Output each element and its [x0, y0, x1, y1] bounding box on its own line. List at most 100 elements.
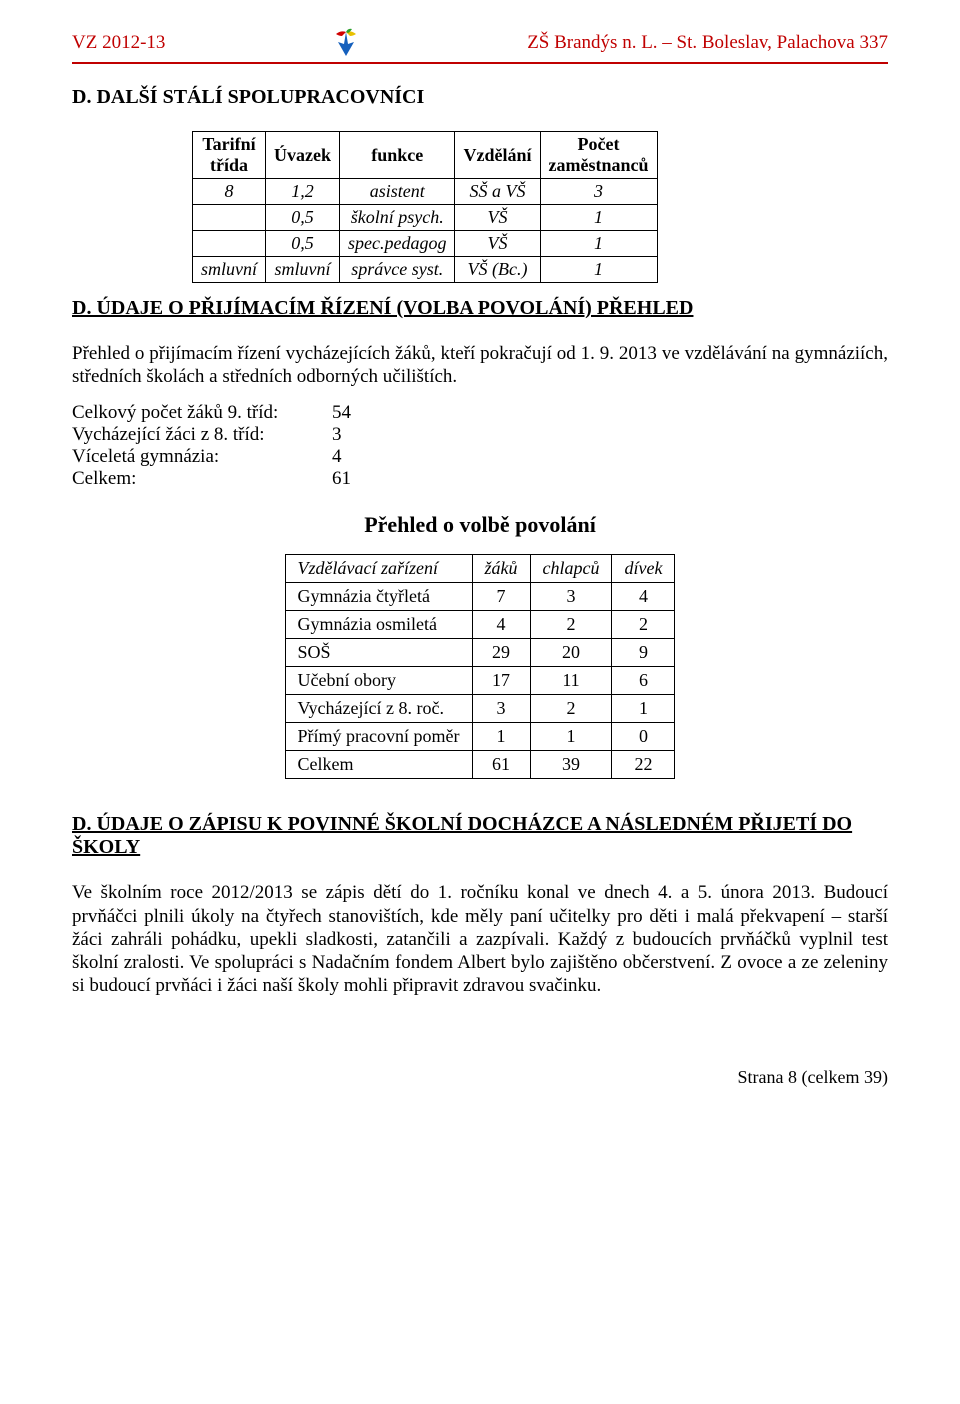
col-tarifni: Tarifnítřída: [193, 132, 266, 179]
cell: 29: [472, 639, 530, 667]
admissions-intro: Přehled o přijímacím řízení vycházejícíc…: [72, 342, 888, 388]
staff-table: Tarifnítřída Úvazek funkce Vzdělání Poče…: [192, 131, 658, 283]
col-zarizeni: Vzdělávací zařízení: [285, 555, 472, 583]
cell: 3: [530, 583, 612, 611]
col-uvazek: Úvazek: [266, 132, 340, 179]
col-divek: dívek: [612, 555, 675, 583]
stat-value: 54: [332, 402, 351, 424]
cell: Gymnázia osmiletá: [285, 611, 472, 639]
stat-value: 3: [332, 424, 342, 446]
cell: Celkem: [285, 751, 472, 779]
cell: smluvní: [193, 257, 266, 283]
stat-label: Víceletá gymnázia:: [72, 446, 332, 468]
stat-value: 61: [332, 468, 351, 490]
cell: 1: [472, 723, 530, 751]
col-pocet: Početzaměstnanců: [540, 132, 657, 179]
col-label: Vzdělání: [463, 145, 531, 165]
cell: VŠ: [455, 205, 540, 231]
cell: 6: [612, 667, 675, 695]
cell: školní psych.: [340, 205, 455, 231]
cell: [193, 205, 266, 231]
enrolment-leadin: Ve školním roce 2012/2013 se zápis dětí …: [72, 882, 824, 903]
cell: 1: [540, 205, 657, 231]
cell: 20: [530, 639, 612, 667]
cell: 7: [472, 583, 530, 611]
stat-row: Víceletá gymnázia: 4: [72, 446, 888, 468]
cell: 9: [612, 639, 675, 667]
cell: 1,2: [266, 179, 340, 205]
table-row: Přímý pracovní poměr 1 1 0: [285, 723, 675, 751]
table-row: Vycházející z 8. roč. 3 2 1: [285, 695, 675, 723]
table-row: Celkem 61 39 22: [285, 751, 675, 779]
cell: 1: [612, 695, 675, 723]
cell: 17: [472, 667, 530, 695]
cell: správce syst.: [340, 257, 455, 283]
cell: 0,5: [266, 205, 340, 231]
stat-value: 4: [332, 446, 342, 468]
stat-label: Celkem:: [72, 468, 332, 490]
section-title-text: D. ÚDAJE O ZÁPISU K POVINNÉ ŠKOLNÍ DOCHÁ…: [72, 813, 852, 858]
cell: 1: [540, 231, 657, 257]
cell: 22: [612, 751, 675, 779]
cell: 3: [540, 179, 657, 205]
section-enrolment-title: D. ÚDAJE O ZÁPISU K POVINNÉ ŠKOLNÍ DOCHÁ…: [72, 813, 888, 859]
cell: 4: [472, 611, 530, 639]
cell: 2: [530, 611, 612, 639]
cell: SŠ a VŠ: [455, 179, 540, 205]
cell: 0: [612, 723, 675, 751]
cell: 1: [530, 723, 612, 751]
section-admissions-title: D. ÚDAJE O PŘIJÍMACÍM ŘÍZENÍ (VOLBA POVO…: [72, 297, 888, 320]
cell: Učební obory: [285, 667, 472, 695]
section-d-title: D. DALŠÍ STÁLÍ SPOLUPRACOVNÍCI: [72, 86, 888, 109]
table-row: 0,5 spec.pedagog VŠ 1: [193, 231, 658, 257]
table-row: Gymnázia čtyřletá 7 3 4: [285, 583, 675, 611]
cell: VŠ (Bc.): [455, 257, 540, 283]
cell: 2: [612, 611, 675, 639]
col-vzdelani: Vzdělání: [455, 132, 540, 179]
header-right: ZŠ Brandýs n. L. – St. Boleslav, Palacho…: [527, 32, 888, 54]
running-header: VZ 2012-13 ZŠ Brandýs n. L. – St. Bolesl…: [72, 28, 888, 58]
table-row: smluvní smluvní správce syst. VŠ (Bc.) 1: [193, 257, 658, 283]
cell: VŠ: [455, 231, 540, 257]
col-chlapcu: chlapců: [530, 555, 612, 583]
col-funkce: funkce: [340, 132, 455, 179]
cell: Přímý pracovní poměr: [285, 723, 472, 751]
header-left: VZ 2012-13: [72, 32, 165, 54]
cell: 0,5: [266, 231, 340, 257]
col-zaku: žáků: [472, 555, 530, 583]
section-title-text: D. ÚDAJE O PŘIJÍMACÍM ŘÍZENÍ (VOLBA POVO…: [72, 297, 693, 319]
logo-icon: [326, 28, 366, 58]
cell: spec.pedagog: [340, 231, 455, 257]
cell: SOŠ: [285, 639, 472, 667]
stat-row: Vycházející žáci z 8. tříd: 3: [72, 424, 888, 446]
cell: Gymnázia čtyřletá: [285, 583, 472, 611]
cell: Vycházející z 8. roč.: [285, 695, 472, 723]
col-label: Úvazek: [274, 145, 331, 165]
table-row: 8 1,2 asistent SŠ a VŠ 3: [193, 179, 658, 205]
choice-table: Vzdělávací zařízení žáků chlapců dívek G…: [285, 554, 676, 779]
table-row: SOŠ 29 20 9: [285, 639, 675, 667]
cell: 61: [472, 751, 530, 779]
cell: smluvní: [266, 257, 340, 283]
cell: [193, 231, 266, 257]
cell: asistent: [340, 179, 455, 205]
header-rule: [72, 62, 888, 64]
cell: 4: [612, 583, 675, 611]
cell: 1: [540, 257, 657, 283]
page-footer: Strana 8 (celkem 39): [72, 1067, 888, 1088]
table-row: 0,5 školní psych. VŠ 1: [193, 205, 658, 231]
col-label: funkce: [371, 145, 423, 165]
stat-label: Celkový počet žáků 9. tříd:: [72, 402, 332, 424]
enrolment-text: Ve školním roce 2012/2013 se zápis dětí …: [72, 881, 888, 997]
cell: 8: [193, 179, 266, 205]
cell: 3: [472, 695, 530, 723]
stat-row: Celkem: 61: [72, 468, 888, 490]
cell: 2: [530, 695, 612, 723]
cell: 39: [530, 751, 612, 779]
choice-subheading: Přehled o volbě povolání: [72, 512, 888, 538]
stat-row: Celkový počet žáků 9. tříd: 54: [72, 402, 888, 424]
cell: 11: [530, 667, 612, 695]
stat-label: Vycházející žáci z 8. tříd:: [72, 424, 332, 446]
table-row: Gymnázia osmiletá 4 2 2: [285, 611, 675, 639]
table-row: Učební obory 17 11 6: [285, 667, 675, 695]
